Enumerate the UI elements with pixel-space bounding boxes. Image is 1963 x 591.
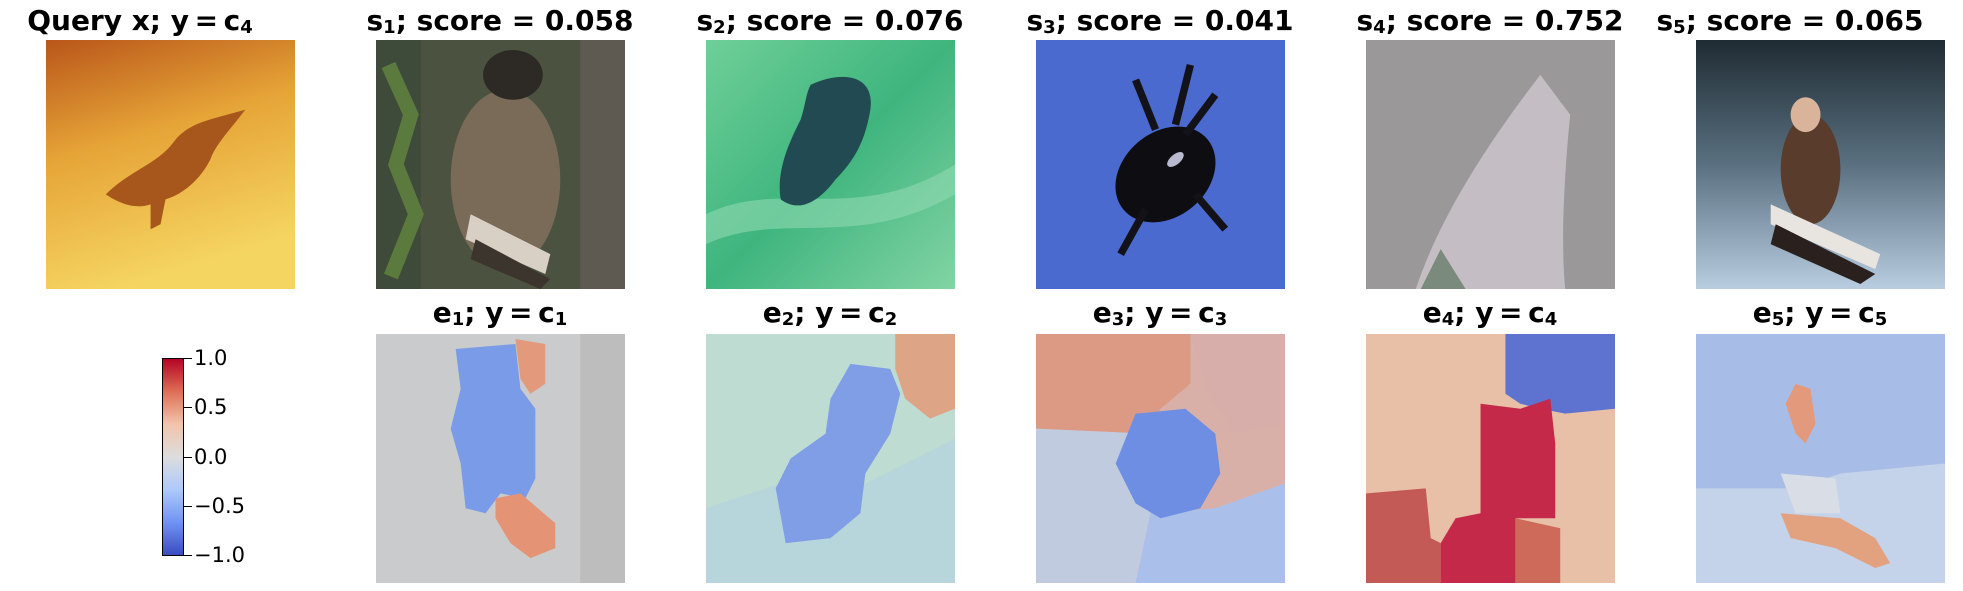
- colorbar-tick-label: 1.0: [194, 346, 227, 370]
- sample-title-5: s5; score = 0.065: [1620, 4, 1960, 45]
- colorbar-tick: [184, 506, 192, 507]
- sample-image-1: [376, 40, 625, 289]
- explanation-title-2: e2; y = c2: [660, 296, 1000, 337]
- colorbar-tick: [184, 555, 192, 556]
- sample-image-3: [1036, 40, 1285, 289]
- sample-title-1: s1; score = 0.058: [330, 4, 670, 45]
- explanation-title-4: e4; y = c4: [1320, 296, 1660, 337]
- sample-title-4: s4; score = 0.752: [1320, 4, 1660, 45]
- colorbar-tick: [184, 457, 192, 458]
- sample-image-5: [1696, 40, 1945, 289]
- colorbar-tick-label: −0.5: [194, 494, 245, 518]
- sample-image-4: [1366, 40, 1615, 289]
- sample-title-2: s2; score = 0.076: [660, 4, 1000, 45]
- colorbar: [162, 358, 184, 556]
- explanation-image-5: [1696, 334, 1945, 583]
- explanation-image-2: [706, 334, 955, 583]
- sample-title-3: s3; score = 0.041: [990, 4, 1330, 45]
- explanation-title-3: e3; y = c3: [990, 296, 1330, 337]
- colorbar-tick-label: −1.0: [194, 543, 245, 567]
- explanation-title-5: e5; y = c5: [1650, 296, 1963, 337]
- colorbar-tick-label: 0.0: [194, 445, 227, 469]
- explanation-title-1: e1; y = c1: [330, 296, 670, 337]
- query-image: [46, 40, 295, 289]
- colorbar-tick-label: 0.5: [194, 395, 227, 419]
- query-title: Query x; y = c4: [0, 4, 310, 45]
- explanation-image-1: [376, 334, 625, 583]
- sample-image-2: [706, 40, 955, 289]
- colorbar-tick: [184, 358, 192, 359]
- explanation-image-3: [1036, 334, 1285, 583]
- explanation-image-4: [1366, 334, 1615, 583]
- colorbar-tick: [184, 407, 192, 408]
